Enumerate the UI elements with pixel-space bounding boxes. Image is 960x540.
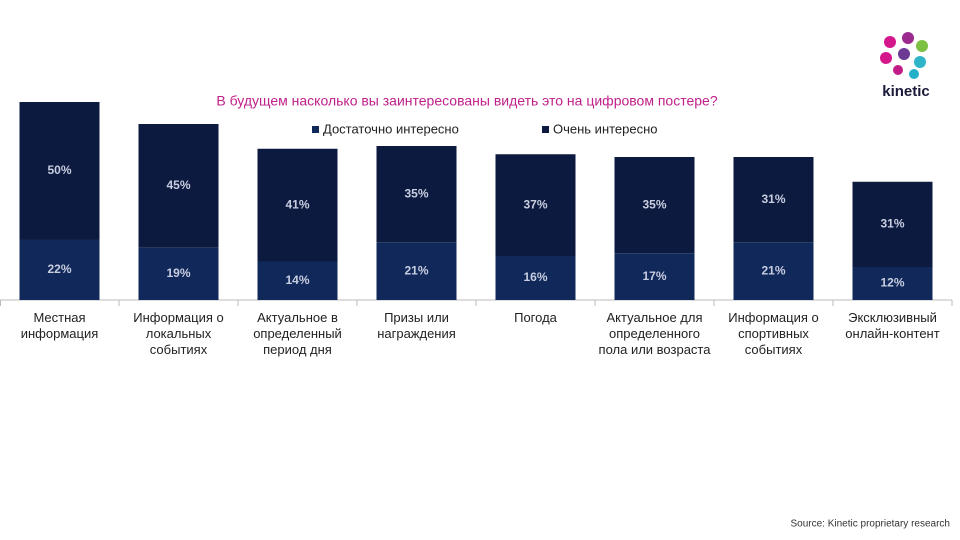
value-label: 31% (761, 192, 785, 206)
bar-segment (614, 157, 695, 254)
bar-segment (257, 261, 338, 300)
source: Source: Kinetic proprietary research (790, 519, 950, 530)
value-label: 21% (761, 263, 785, 277)
legend-label: Очень интересно (553, 121, 658, 136)
value-label: 45% (166, 178, 190, 192)
legend-label: Достаточно интересно (323, 121, 459, 136)
bar-segment (733, 157, 814, 243)
bar-segment (852, 181, 933, 267)
legend-swatch (312, 126, 319, 133)
x-tick-label: Актуальное в определенный период дня (253, 310, 342, 357)
bar-segment (138, 247, 219, 300)
value-label: 35% (642, 197, 666, 211)
legend-swatch (542, 126, 549, 133)
x-tick-label: Эксклюзивный онлайн-контент (845, 310, 940, 341)
bar-segment (852, 267, 933, 300)
x-tick-label: Погода (514, 310, 557, 325)
bar-segment (495, 256, 576, 300)
bar-segment (19, 239, 100, 300)
value-label: 12% (880, 276, 904, 290)
bar-segment (495, 154, 576, 256)
value-label: 37% (523, 197, 547, 211)
bar-segment (19, 102, 100, 240)
value-label: 19% (166, 266, 190, 280)
value-label: 35% (404, 186, 428, 200)
x-tick-label: Информация о спортивных событиях (728, 310, 819, 357)
value-label: 14% (285, 273, 309, 287)
bar-segment (733, 242, 814, 300)
x-tick-label: Актуальное для определенного пола или во… (598, 310, 711, 357)
value-label: 21% (404, 263, 428, 277)
bar-segment (614, 253, 695, 300)
x-tick-label: Призы или награждения (377, 310, 456, 341)
value-label: 50% (47, 163, 71, 177)
chart-title: В будущем насколько вы заинтересованы ви… (216, 93, 717, 109)
value-label: 41% (285, 197, 309, 211)
logo-mark (880, 32, 928, 79)
value-label: 31% (880, 217, 904, 231)
value-label: 16% (523, 270, 547, 284)
value-label: 22% (47, 262, 71, 276)
bar-segment (376, 146, 457, 243)
value-label: 17% (642, 269, 666, 283)
bar-segment (257, 148, 338, 262)
bar-segment (138, 124, 219, 248)
bar-segment (376, 242, 457, 300)
x-tick-label: Местная информация (20, 310, 99, 341)
logo-text: kinetic (882, 83, 930, 100)
x-tick-label: Информация о локальных событиях (133, 310, 224, 357)
